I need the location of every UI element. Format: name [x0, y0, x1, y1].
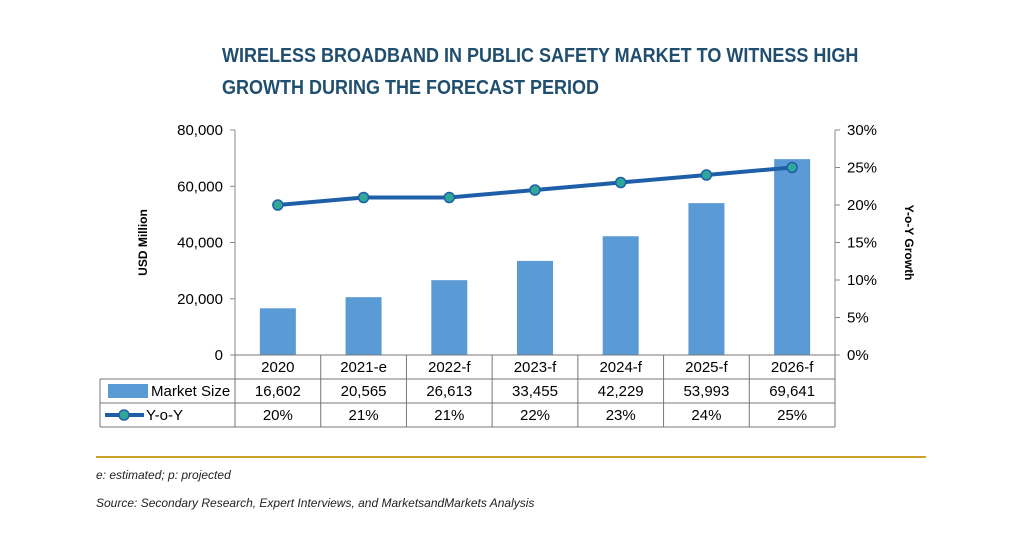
yoy-point-2023-f — [529, 184, 541, 196]
yoy-value: 23% — [606, 407, 636, 424]
market-size-value: 69,641 — [769, 383, 815, 400]
legend-line-marker — [118, 409, 130, 421]
category-label: 2021-e — [340, 359, 387, 376]
y2-axis-title: Y-o-Y Growth — [902, 205, 916, 281]
yoy-value: 25% — [777, 407, 807, 424]
source-note: Source: Secondary Research, Expert Inter… — [96, 496, 535, 510]
footnote: e: estimated; p: projected — [96, 468, 231, 482]
bar-2026-f — [774, 159, 811, 355]
bar-2021-e — [345, 297, 382, 355]
bars — [259, 159, 811, 355]
legend-yoy: Y-o-Y — [146, 407, 183, 424]
yoy-value: 21% — [349, 407, 379, 424]
divider — [96, 456, 926, 458]
market-size-value: 26,613 — [426, 383, 472, 400]
market-size-value: 53,993 — [683, 383, 729, 400]
y-axis-title: USD Million — [136, 209, 150, 276]
combo-chart: 0 20,000 40,000 60,000 80,000 0% 5% 10% 15% 20% 25… — [99, 122, 916, 428]
market-size-value: 42,229 — [598, 383, 644, 400]
y2-tick-label: 5% — [847, 310, 869, 327]
yoy-point-2021-e — [357, 191, 370, 204]
chart-title: WIRELESS BROADBAND IN PUBLIC SAFETY MARK… — [222, 45, 859, 99]
yoy-point-2022-f — [443, 191, 456, 204]
y-tick-label: 20,000 — [177, 291, 223, 308]
market-size-value: 20,565 — [341, 383, 387, 400]
category-label: 2025-f — [685, 359, 728, 376]
bar-2020 — [259, 308, 296, 355]
market-size-value: 16,602 — [255, 383, 301, 400]
legend-market-size: Market Size — [151, 383, 230, 400]
y-tick-label: 0 — [215, 347, 223, 364]
category-label: 2026-f — [771, 359, 814, 376]
data-table: 2020 2021-e 2022-f 2023-f 2024-f 2025-f 2026-f… — [99, 354, 836, 428]
y2-tick-label: 20% — [847, 197, 877, 214]
yoy-point-2024-f — [614, 176, 627, 189]
y2-tick-label: 15% — [847, 235, 877, 252]
yoy-point-2020 — [272, 199, 284, 211]
bar-2022-f — [431, 280, 468, 355]
bar-2023-f — [517, 260, 553, 355]
yoy-point-2025-f — [700, 169, 713, 181]
legend-bar-key — [108, 384, 148, 398]
y2-tick-label: 25% — [847, 160, 877, 177]
y-tick-label: 80,000 — [177, 122, 223, 139]
yoy-point-2026-f — [786, 161, 798, 174]
category-label: 2020 — [261, 359, 294, 376]
category-label: 2022-f — [428, 359, 471, 376]
y-tick-label: 60,000 — [177, 178, 223, 195]
yoy-line — [272, 161, 798, 211]
yoy-value: 20% — [263, 407, 293, 424]
market-size-value: 33,455 — [512, 383, 558, 400]
y2-tick-label: 0% — [847, 347, 869, 364]
bar-2025-f — [688, 203, 725, 355]
bar-2024-f — [602, 236, 639, 355]
y-tick-label: 40,000 — [177, 235, 223, 252]
axes: 0 20,000 40,000 60,000 80,000 0% 5% 10% 15% 20% 25… — [136, 122, 916, 364]
category-label: 2024-f — [599, 359, 642, 376]
y2-tick-label: 10% — [847, 272, 877, 289]
y2-tick-label: 30% — [847, 122, 877, 139]
yoy-value: 21% — [434, 407, 464, 424]
yoy-value: 22% — [520, 407, 550, 424]
category-label: 2023-f — [514, 359, 557, 376]
yoy-value: 24% — [691, 407, 721, 424]
